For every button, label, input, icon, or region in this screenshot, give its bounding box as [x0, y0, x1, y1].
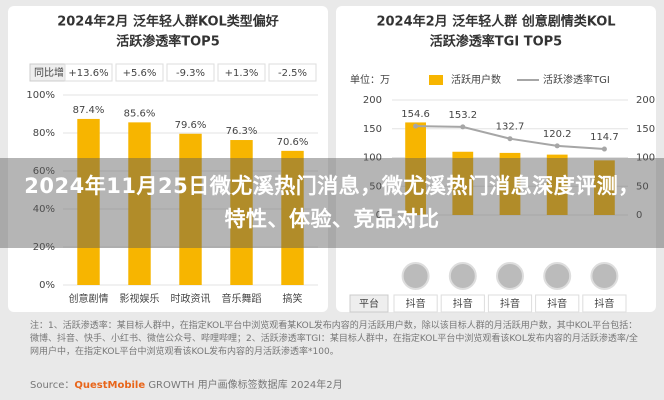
- platform: 抖音: [453, 297, 473, 310]
- y2-tick-label: 200: [636, 95, 655, 106]
- bar: [546, 154, 568, 215]
- y-tick-label: 20%: [33, 242, 55, 253]
- value-label: 114.7: [590, 132, 619, 143]
- bar: [281, 150, 304, 285]
- y2-tick-label: 0: [636, 210, 642, 221]
- y-tick-label: 80%: [33, 128, 55, 139]
- value-label: 85.6%: [124, 108, 156, 119]
- y-tick-label: 150: [363, 124, 382, 135]
- platform-header-box: [349, 294, 389, 313]
- headline: 2024年11月25日微尤溪热门消息，微尤溪热门消息深度评测，特性、体验、竞品对…: [0, 158, 664, 248]
- y-tick-label: 100: [363, 153, 382, 164]
- avatar: [496, 262, 524, 290]
- platform: 抖音: [406, 297, 426, 310]
- value-label: 120.2: [543, 129, 572, 140]
- platform-cell: [487, 294, 533, 313]
- x-tick-label: 音乐舞蹈: [222, 292, 262, 305]
- bar: [179, 133, 202, 285]
- growth-value: -9.3%: [176, 68, 205, 79]
- avatar: [401, 262, 430, 290]
- value-label: 154.6: [401, 109, 430, 120]
- chart-title: 活跃渗透率TOP5: [116, 34, 220, 50]
- avatar: [448, 262, 477, 290]
- y2-tick-label: 50: [636, 181, 649, 192]
- bar: [230, 140, 253, 285]
- source: Source：QuestMobile GROWTH 用户画像标签数据库 2024…: [30, 376, 343, 391]
- x-tick-label: 时政资讯: [171, 292, 211, 305]
- legend-swatch: [429, 75, 443, 85]
- chart-title: 2024年2月 泛年轻人群 创意剧情类KOL: [376, 14, 615, 30]
- growth-cell: [166, 63, 215, 82]
- platform: 抖音: [500, 297, 520, 310]
- notes: 注：1、活跃渗透率：某目标人群中，在指定KOL平台中浏览观看某KOL发布内容的月…: [30, 321, 638, 357]
- source-label: Source：: [30, 380, 75, 391]
- platform-header: 平台: [359, 297, 379, 310]
- point: [507, 136, 513, 142]
- bar: [405, 122, 426, 215]
- growth-value: +5.6%: [123, 68, 157, 79]
- point: [460, 124, 466, 130]
- growth-value: +1.3%: [225, 68, 259, 79]
- bar: [594, 160, 615, 215]
- x-tick-label: 影视娱乐: [120, 292, 160, 305]
- platform-cell: [440, 294, 485, 313]
- growth-cell: [64, 63, 113, 82]
- growth-cell: [268, 63, 317, 82]
- y-tick-label: 40%: [33, 204, 55, 215]
- y-tick-label: 0%: [39, 280, 55, 291]
- y-unit: 单位：万: [350, 73, 390, 86]
- source-brand: QuestMobile: [74, 380, 146, 391]
- x-tick-label: 创意剧情: [69, 292, 109, 305]
- chart-title: 2024年2月 泛年轻人群KOL类型偏好: [57, 14, 279, 30]
- bar: [499, 152, 521, 215]
- growth-value: -2.5%: [278, 68, 307, 79]
- avatar: [590, 262, 619, 290]
- value-label: 87.4%: [73, 105, 105, 116]
- platform: 抖音: [594, 297, 614, 310]
- platform-cell: [535, 294, 580, 313]
- y2-tick-label: 150: [636, 124, 655, 135]
- growth-cell: [115, 63, 164, 82]
- chart-title: 活跃渗透率TGI TOP5: [430, 34, 562, 50]
- y-tick-label: 60%: [33, 166, 55, 177]
- point: [601, 146, 607, 152]
- y-tick-label: 100%: [26, 90, 55, 101]
- point: [413, 123, 419, 129]
- platform: 抖音: [547, 297, 567, 310]
- growth-label: 同比增幅: [34, 66, 74, 79]
- bar: [128, 122, 151, 285]
- growth-cell: [217, 63, 266, 82]
- legend-label: 活跃渗透率TGI: [543, 73, 610, 86]
- y-tick-label: 50: [369, 181, 382, 192]
- y2-tick-label: 100: [636, 153, 655, 164]
- legend-label: 活跃用户数: [451, 73, 501, 86]
- y-tick-label: 200: [363, 95, 382, 106]
- value-label: 153.2: [448, 110, 477, 121]
- source-text: GROWTH 用户画像标签数据库 2024年2月: [148, 380, 343, 391]
- value-label: 79.6%: [175, 120, 207, 131]
- avatar: [543, 262, 572, 290]
- panel: [336, 6, 656, 312]
- bar: [452, 151, 474, 215]
- growth-value: +13.6%: [68, 68, 108, 79]
- point: [554, 143, 560, 149]
- platform-cell: [582, 294, 627, 313]
- y-tick-label: 0: [376, 210, 382, 221]
- bar: [77, 118, 100, 285]
- x-tick-label: 搞笑: [283, 292, 303, 305]
- value-label: 132.7: [496, 122, 525, 133]
- value-label: 76.3%: [226, 126, 258, 137]
- platform-cell: [393, 294, 438, 313]
- value-label: 70.6%: [277, 137, 309, 148]
